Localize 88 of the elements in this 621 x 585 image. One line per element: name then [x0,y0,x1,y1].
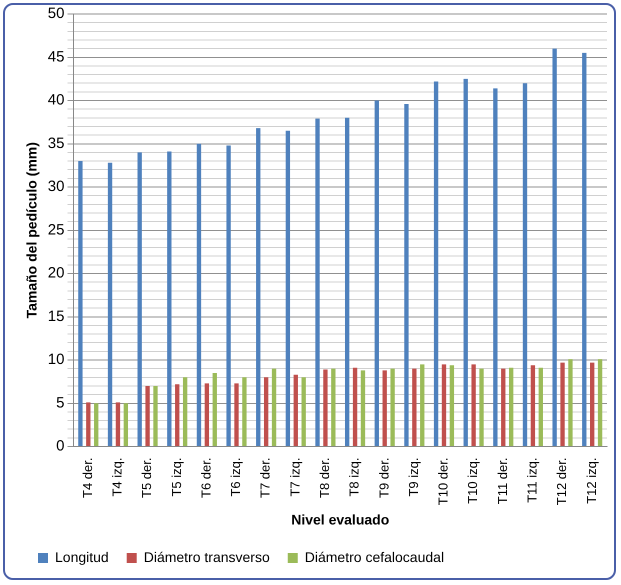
bar [116,402,120,446]
bar [412,368,417,446]
x-tick-label: T10 der. [436,458,451,506]
bar [124,403,128,446]
bar [434,81,438,446]
x-tick-label: T8 izq. [346,458,362,497]
bar [530,365,536,446]
x-tick-label: T7 izq. [287,458,302,497]
x-tick-label: T6 der. [198,458,214,498]
bar [360,370,366,446]
bar [464,78,468,446]
bar [286,130,290,446]
y-tick-label: 20 [48,264,64,282]
y-tick-label: 40 [48,92,64,109]
bar [204,383,210,446]
y-tick-label: 35 [48,134,64,152]
x-axis-title: Nivel evaluado [291,511,390,528]
y-tick-label: 50 [48,5,64,22]
bar [450,365,454,446]
legend-label: Diámetro transverso [144,548,270,565]
legend-label: Longitud [55,548,109,565]
y-tick-label: 5 [56,394,64,412]
y-tick-label: 0 [56,438,64,455]
bar [479,368,484,446]
x-tick-label: T9 izq. [406,458,421,497]
x-tick-label: T6 izq. [228,458,244,497]
bar [234,383,239,446]
bar [108,162,112,446]
bar [302,377,306,446]
bar [442,364,446,446]
x-tick-label: T9 der. [376,458,392,498]
bar [560,362,565,446]
bar [315,118,320,446]
bar [145,386,150,446]
bar [404,104,409,446]
x-tick-label: T5 izq. [168,458,184,497]
y-tick-label: 30 [48,178,64,196]
bar [522,83,528,446]
bar [568,359,573,446]
y-axis-title: Tamaño del pedículo (mm) [23,142,40,318]
bar [352,368,358,446]
x-tick-label: T12 izq. [584,458,599,504]
bar [390,368,395,446]
bar [374,100,379,446]
bar [471,364,476,446]
y-tick-label: 45 [48,48,64,66]
bar [552,48,557,446]
bar [294,374,298,446]
bar [78,161,83,446]
x-tick-label: T4 izq. [110,458,125,497]
bar [167,152,172,446]
x-tick-label: T4 der. [80,458,95,498]
y-tick-label: 25 [48,221,64,238]
bar [138,152,142,446]
bar [242,377,247,446]
x-tick-label: T11 der. [494,458,510,504]
legend-label: Diámetro cefalocaudal [304,548,444,565]
bar [582,52,586,446]
bar [344,118,350,446]
bar [264,377,268,446]
bar [196,144,202,446]
bar [86,402,90,446]
y-tick-label: 10 [48,351,64,368]
bar [153,386,158,446]
x-tick-label: T12 der. [554,458,570,506]
bar [226,145,231,446]
bar [538,368,543,446]
bar [493,88,498,446]
bar [323,370,328,446]
x-tick-label: T5 der. [139,458,154,498]
x-tick-label: T11 izq. [524,458,540,503]
bar [182,377,188,446]
bar [272,368,276,446]
x-tick-label: T7 der. [258,458,273,498]
bar [94,403,98,446]
y-tick-label: 15 [48,308,64,325]
bar [590,362,594,446]
bar [175,384,180,446]
bar [508,368,514,446]
bar [382,370,387,446]
bar [420,364,424,446]
bar [212,372,217,446]
bar [501,368,506,446]
bar [331,368,336,446]
x-tick-label: T8 der. [317,458,332,498]
bar [256,128,260,446]
x-tick-label: T10 izq. [465,458,480,504]
bar [598,359,602,446]
